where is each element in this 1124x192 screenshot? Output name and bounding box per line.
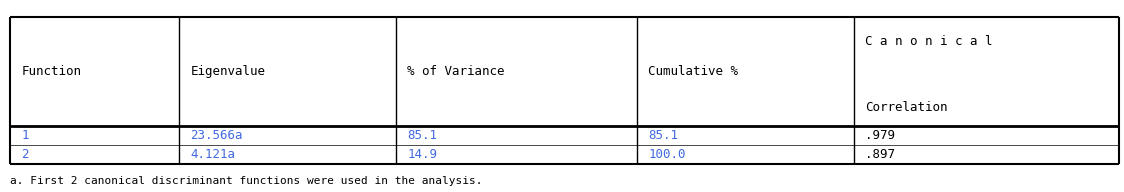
Text: a. First 2 canonical discriminant functions were used in the analysis.: a. First 2 canonical discriminant functi… <box>10 176 483 186</box>
Text: 85.1: 85.1 <box>649 129 679 142</box>
Text: C a n o n i c a l: C a n o n i c a l <box>865 35 992 48</box>
Text: .897: .897 <box>865 148 896 161</box>
Text: Correlation: Correlation <box>865 101 948 114</box>
Text: 100.0: 100.0 <box>649 148 686 161</box>
Text: 1: 1 <box>21 129 29 142</box>
Text: 23.566a: 23.566a <box>190 129 243 142</box>
Text: 85.1: 85.1 <box>407 129 437 142</box>
Text: Cumulative %: Cumulative % <box>649 65 738 78</box>
Text: Function: Function <box>21 65 82 78</box>
Text: 4.121a: 4.121a <box>190 148 235 161</box>
Text: 14.9: 14.9 <box>407 148 437 161</box>
Text: .979: .979 <box>865 129 896 142</box>
Text: Eigenvalue: Eigenvalue <box>190 65 265 78</box>
Text: % of Variance: % of Variance <box>407 65 505 78</box>
Text: 2: 2 <box>21 148 29 161</box>
